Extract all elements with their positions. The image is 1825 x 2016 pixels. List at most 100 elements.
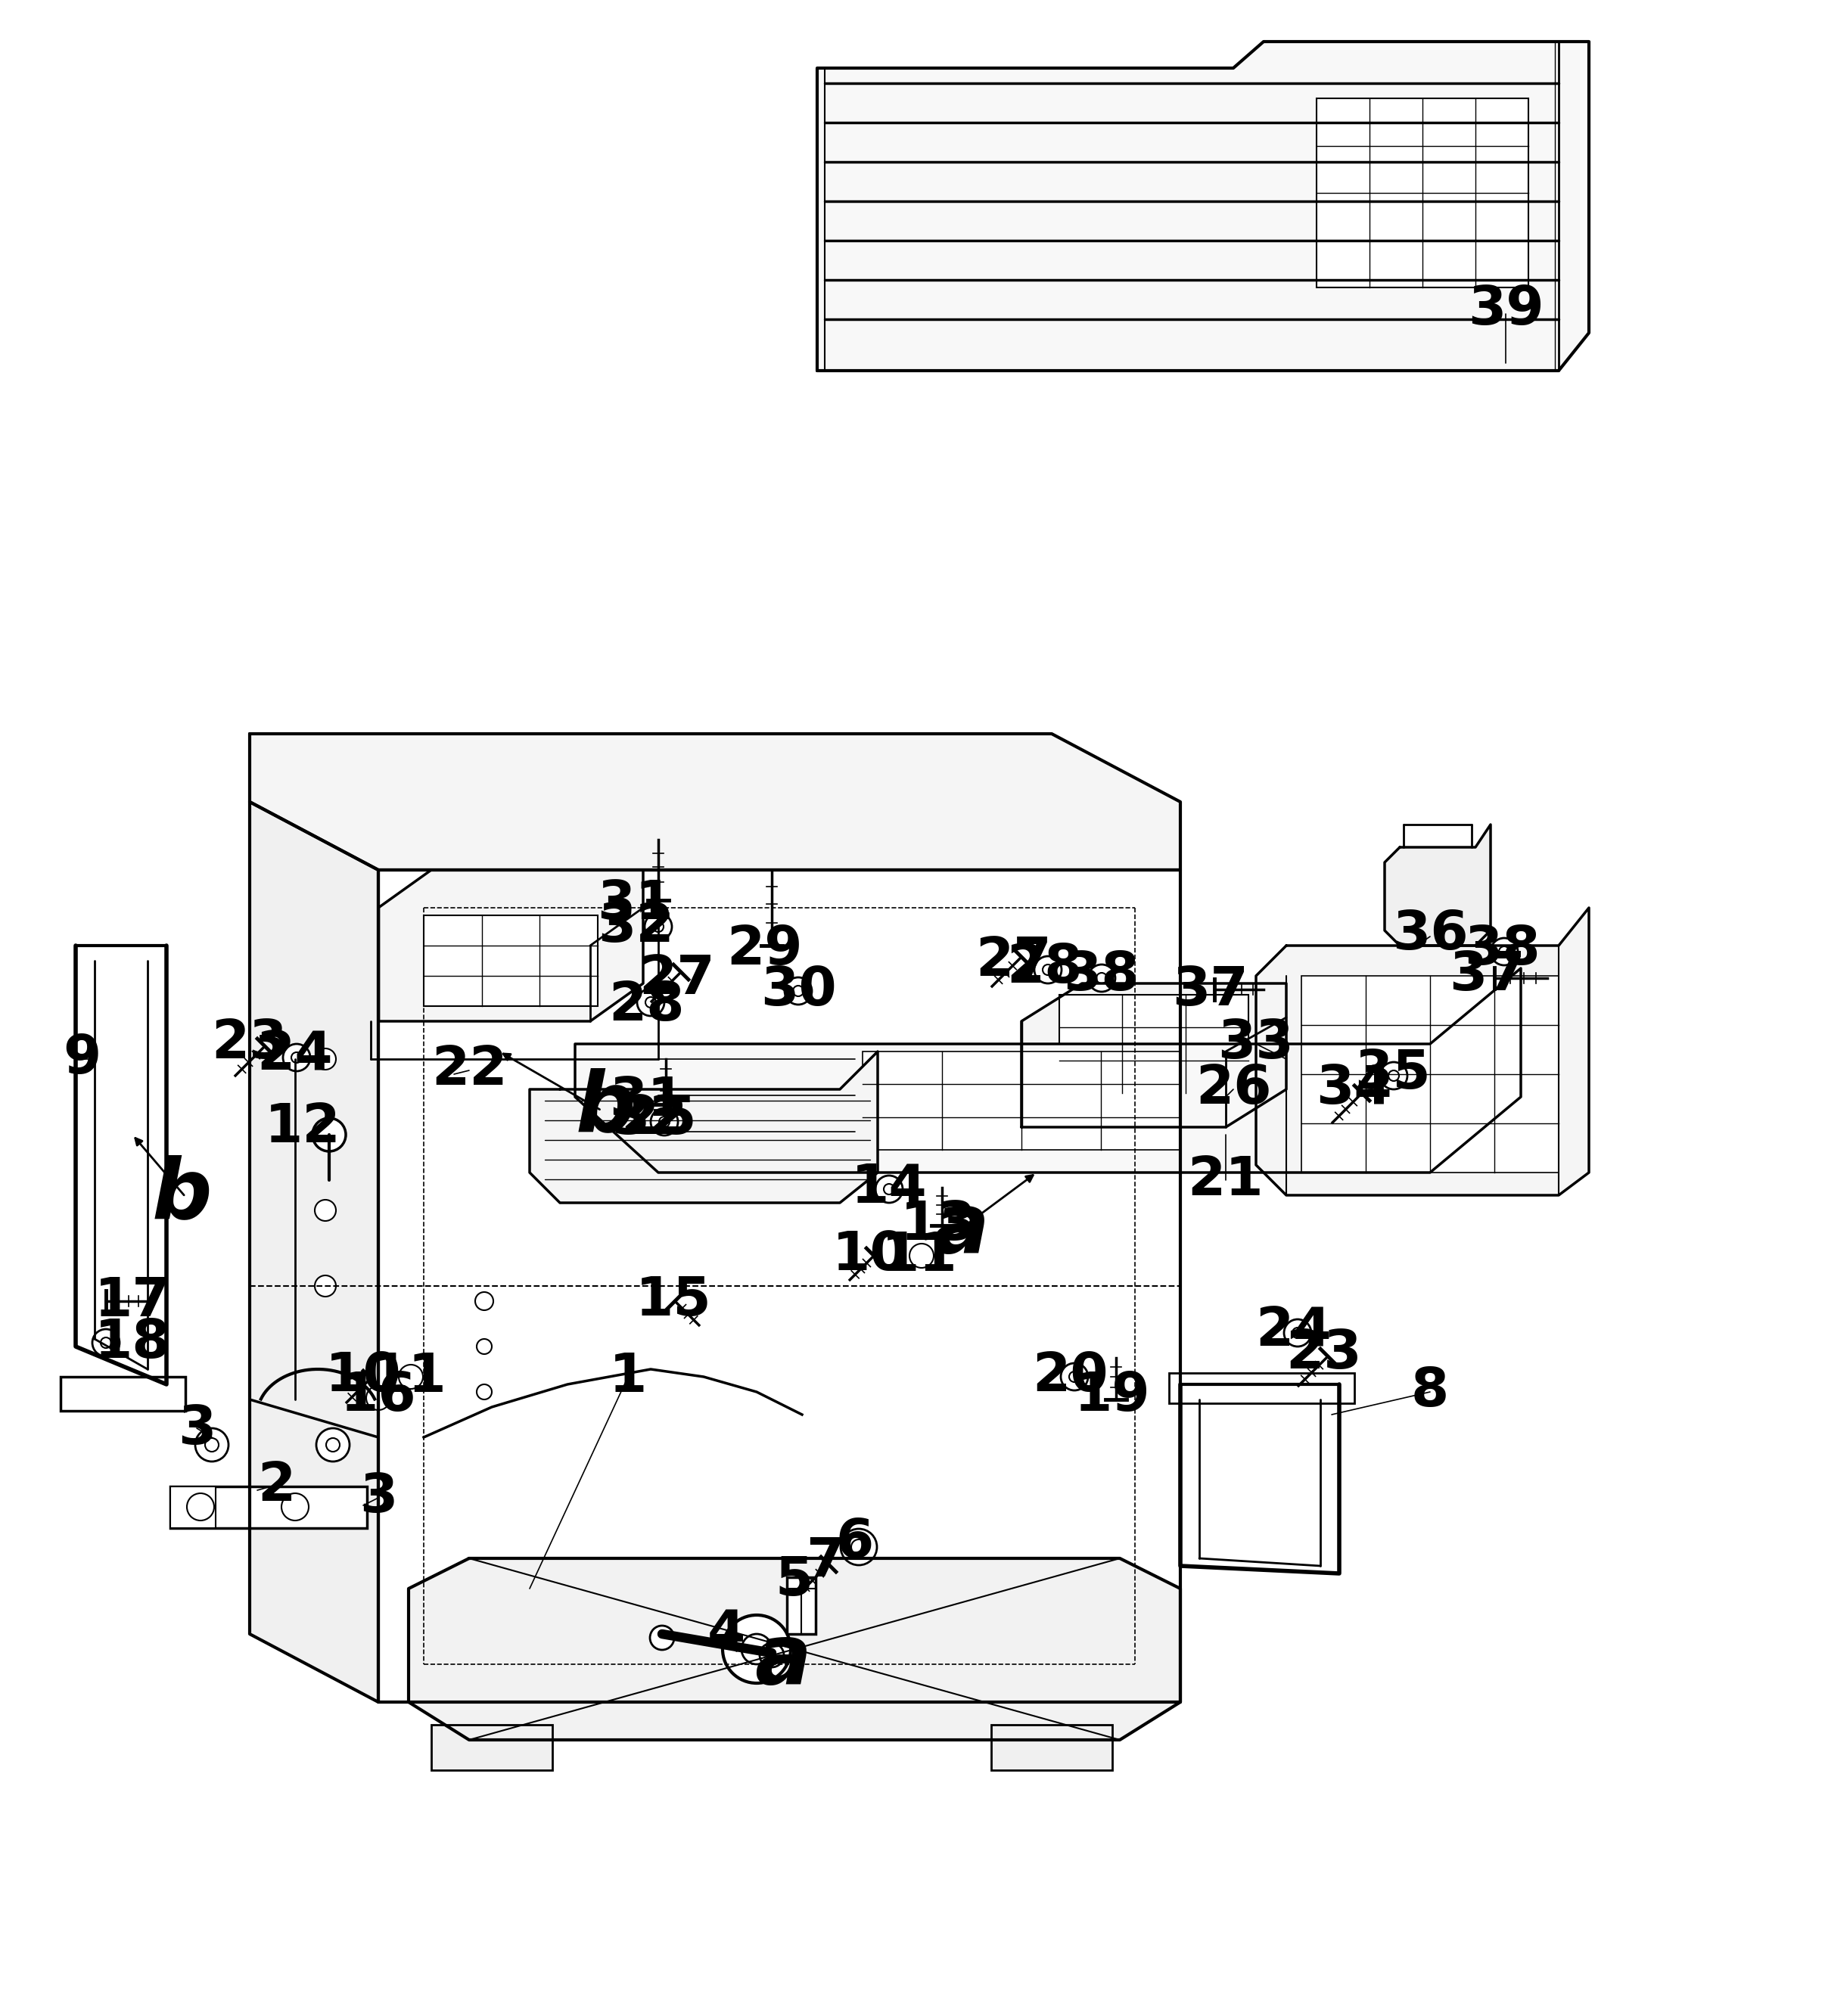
Circle shape [1285,1318,1310,1347]
Circle shape [1060,1363,1088,1391]
Text: 21: 21 [1188,1153,1265,1206]
Text: 23: 23 [212,1018,288,1070]
Text: 32: 32 [611,1093,688,1145]
Bar [787,1577,816,1635]
Text: 10: 10 [832,1230,909,1282]
Text: a: a [756,1621,812,1702]
Text: 27: 27 [639,954,715,1006]
Text: 11: 11 [881,1230,958,1282]
Bar [1316,99,1528,288]
Circle shape [646,998,655,1008]
Text: 31: 31 [597,877,673,929]
Circle shape [476,1385,491,1399]
Polygon shape [250,734,1181,871]
Circle shape [316,1427,350,1462]
Polygon shape [378,871,1181,1702]
Bar [1170,1373,1354,1403]
Text: 24: 24 [257,1030,334,1081]
Text: 7: 7 [805,1536,843,1589]
Circle shape [792,986,803,996]
Text: 34: 34 [1316,1062,1392,1115]
Circle shape [723,1615,790,1683]
Text: 26: 26 [1195,1062,1272,1115]
Text: 27: 27 [976,935,1051,986]
Polygon shape [1385,825,1491,946]
Circle shape [281,1494,308,1520]
Text: 4: 4 [708,1609,745,1659]
Text: 17: 17 [95,1274,170,1327]
Circle shape [650,1625,673,1649]
Bar [1301,976,1559,1173]
Text: 12: 12 [265,1101,341,1153]
Circle shape [909,1244,934,1268]
Polygon shape [409,1558,1181,1740]
Circle shape [195,1427,228,1462]
Circle shape [883,1183,894,1193]
Circle shape [1097,974,1108,984]
Circle shape [652,1109,677,1135]
Circle shape [637,988,664,1016]
Text: 19: 19 [1075,1369,1150,1421]
Text: 9: 9 [62,1032,100,1085]
Text: 25: 25 [620,1093,697,1145]
Circle shape [1042,964,1053,976]
Polygon shape [1256,907,1590,1195]
Circle shape [474,1292,493,1310]
Circle shape [1380,1062,1407,1089]
Text: 28: 28 [1006,941,1082,994]
Circle shape [314,1200,336,1222]
Circle shape [659,1117,670,1127]
Text: 37: 37 [1449,950,1526,1002]
Text: 16: 16 [339,1369,416,1421]
Bar [1058,994,1248,1093]
Bar [60,1377,186,1411]
Polygon shape [378,871,642,1022]
Text: 6: 6 [836,1518,874,1568]
Circle shape [314,1048,336,1070]
Text: 24: 24 [1256,1304,1332,1357]
Circle shape [841,1528,878,1564]
Text: 3: 3 [360,1472,398,1524]
Text: 15: 15 [635,1274,712,1327]
Bar [991,1726,1111,1770]
Bar [431,1726,553,1770]
Circle shape [204,1437,219,1452]
Text: 23: 23 [1287,1329,1361,1381]
Text: 20: 20 [1033,1351,1110,1403]
Text: 32: 32 [597,901,673,954]
Text: 37: 37 [1172,966,1248,1018]
Polygon shape [575,968,1520,1173]
Text: 2: 2 [257,1460,296,1512]
Bar [170,1486,215,1528]
Circle shape [759,1643,785,1667]
Circle shape [1389,1070,1400,1081]
Circle shape [1088,964,1115,992]
Text: 31: 31 [610,1075,684,1127]
Bar [170,1486,367,1528]
Circle shape [1069,1371,1080,1383]
Text: b: b [151,1155,212,1236]
Text: 33: 33 [1217,1018,1294,1070]
Text: 39: 39 [1467,284,1544,337]
Text: 8: 8 [1411,1365,1449,1417]
Circle shape [93,1329,120,1357]
Circle shape [741,1635,772,1665]
Text: 28: 28 [610,980,684,1032]
Polygon shape [529,1052,878,1204]
Bar [863,1052,1181,1149]
Circle shape [850,1540,867,1554]
Text: 30: 30 [761,966,836,1018]
Polygon shape [818,42,1590,371]
Text: 1: 1 [610,1351,648,1403]
Bar [423,915,599,1006]
Text: 10: 10 [325,1351,402,1403]
Circle shape [653,921,664,931]
Circle shape [1292,1329,1303,1339]
Text: 18: 18 [95,1316,170,1369]
Circle shape [476,1339,491,1355]
Text: 3: 3 [177,1403,215,1456]
Circle shape [1035,956,1062,984]
Text: a: a [933,1189,989,1270]
Polygon shape [250,802,378,1702]
Text: 35: 35 [1354,1048,1431,1101]
